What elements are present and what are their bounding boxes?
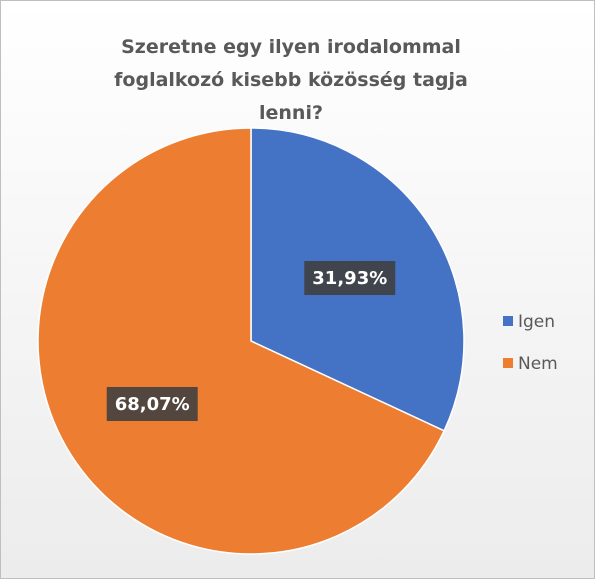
legend-label: Nem [518, 354, 558, 374]
data-label-text: 31,93% [312, 268, 387, 289]
data-label-box [304, 261, 396, 296]
legend-label: Igen [518, 312, 555, 332]
data-label: 68,07% [106, 386, 198, 421]
chart-title: Szeretne egy ilyen irodalommal foglalkoz… [114, 36, 468, 124]
legend-swatch [503, 316, 513, 326]
data-label-text: 68,07% [115, 394, 190, 415]
legend-swatch [503, 358, 513, 368]
pie-slice [37, 127, 446, 555]
data-label-box [106, 386, 198, 421]
data-label: 31,93% [304, 261, 396, 296]
